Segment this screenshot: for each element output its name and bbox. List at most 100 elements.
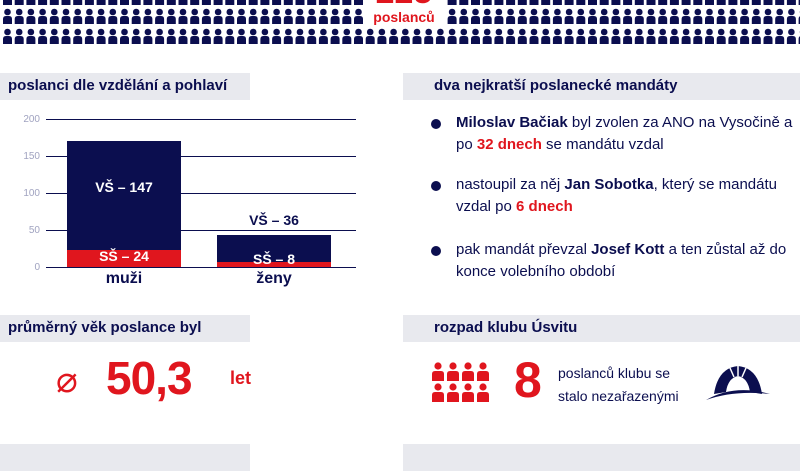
person-icon [494,9,503,24]
person-icon [462,362,474,381]
person-icon [752,0,761,5]
person-icon [752,9,761,24]
person-icon [284,9,293,24]
y-tick: 200 [14,114,40,126]
person-icon [740,0,749,5]
person-name: Jan Sobotka [564,176,653,193]
person-icon [319,9,328,24]
person-icon [296,0,305,5]
person-icon [611,29,620,44]
person-icon [541,0,550,5]
person-icon [541,29,550,44]
person-icon [518,9,527,24]
person-name: Miloslav Bačiak [456,114,568,131]
person-icon [530,0,539,5]
person-icon [518,29,527,44]
y-tick: 100 [14,188,40,200]
person-icon [62,9,71,24]
person-icon [342,9,351,24]
person-icon [120,0,129,5]
person-icon [682,9,691,24]
person-icon [576,9,585,24]
person-icon [576,29,585,44]
person-icon [424,29,433,44]
person-icon [50,9,59,24]
person-icon [354,29,363,44]
person-icon [764,9,773,24]
person-icon [15,29,24,44]
label-muzi-ss: SŠ – 24 [67,248,181,264]
person-icon [553,0,562,5]
person-icon [506,29,515,44]
person-icon [658,9,667,24]
person-icon [494,0,503,5]
person-icon [658,0,667,5]
deputies-count: 225 [363,0,445,8]
person-icon [518,0,527,5]
person-icon [143,9,152,24]
category-muzi: muži [67,270,181,288]
person-icon [260,0,269,5]
person-icon [354,0,363,5]
person-icon [635,9,644,24]
person-icon [787,29,796,44]
person-icon [647,0,656,5]
person-icon [179,0,188,5]
person-icon [588,29,597,44]
bullet-icon [431,181,441,191]
person-icon [167,0,176,5]
person-icon [132,29,141,44]
person-icon [623,9,632,24]
person-icon [436,29,445,44]
mandates-title: dva nejkratší poslanecké mandáty [434,77,677,94]
person-icon [775,29,784,44]
person-name: Josef Kott [591,241,664,258]
person-icon [693,9,702,24]
person-icon [284,0,293,5]
person-icon [249,0,258,5]
person-icon [600,9,609,24]
person-icon [225,9,234,24]
text: se mandátu vzdal [542,136,664,153]
mandates-header: dva nejkratší poslanecké mandáty [403,73,800,100]
person-icon [483,0,492,5]
person-icon [85,29,94,44]
person-icon [214,9,223,24]
usvit-count: 8 [514,352,542,408]
person-icon [26,29,35,44]
person-icon [15,9,24,24]
mandate-item: Miloslav Bačiak byl zvolen za ANO na Vys… [456,112,796,156]
person-icon [471,29,480,44]
person-icon [62,0,71,5]
person-icon [647,9,656,24]
person-icon [787,0,796,5]
person-icon [565,29,574,44]
person-icon [38,9,47,24]
y-tick: 50 [14,225,40,237]
person-icon [50,29,59,44]
person-icon [26,9,35,24]
person-icon [471,0,480,5]
person-icon [459,9,468,24]
education-title: poslanci dle vzdělání a pohlaví [8,77,227,94]
person-icon [588,9,597,24]
person-icon [600,29,609,44]
age-title: průměrný věk poslance byl [8,319,201,336]
person-icon [272,0,281,5]
person-icon [15,0,24,5]
person-icon [740,9,749,24]
person-icon [432,383,444,402]
person-icon [331,9,340,24]
person-icon [447,383,459,402]
person-icon [284,29,293,44]
person-icon [249,29,258,44]
label-zeny-vs: VŠ – 36 [217,212,331,228]
person-icon [611,9,620,24]
person-icon [179,9,188,24]
person-icon [432,362,444,381]
person-icon [155,9,164,24]
person-icon [3,9,12,24]
person-icon [342,29,351,44]
category-zeny: ženy [217,270,331,288]
person-icon [565,9,574,24]
